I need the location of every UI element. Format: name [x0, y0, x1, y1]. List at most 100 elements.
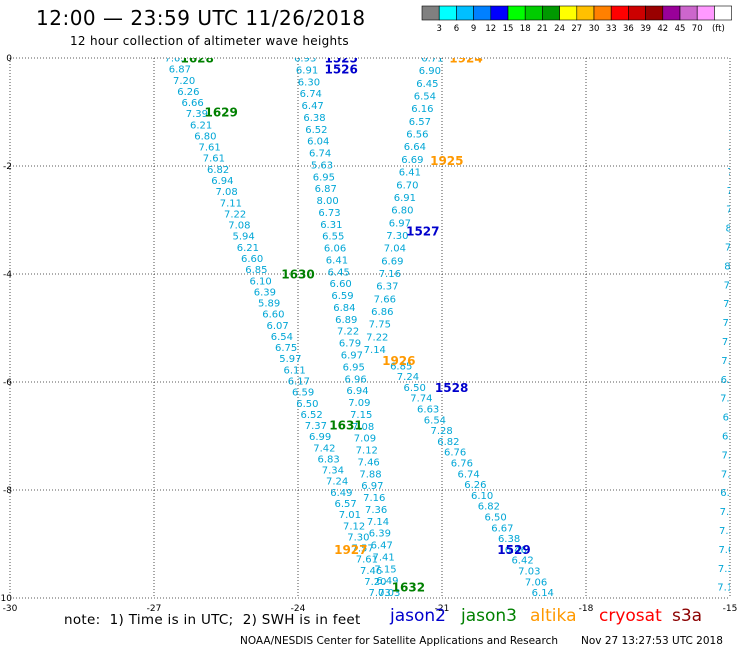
wave-height-value: 6.91 [394, 193, 416, 204]
colorbar-label: 3 [436, 24, 441, 34]
footer-credit: NOAA/NESDIS Center for Satellite Applica… [240, 635, 558, 647]
x-tick-label: -18 [579, 604, 594, 614]
colorbar-swatch [473, 5, 492, 21]
wave-height-value: 6.70 [396, 180, 418, 191]
legend-s3a: s3a [672, 606, 703, 626]
wave-height-value: 7.75 [369, 320, 391, 331]
wave-height-value: 6.96 [344, 374, 366, 385]
chart-title: 12:00 — 23:59 UTC 11/26/2018 [36, 6, 366, 30]
colorbar-label: 15 [503, 24, 514, 34]
axes: -30 -27 -24 -21 -18 -15 0 -2 -4 -6 -8 -10 [0, 54, 737, 614]
wave-height-value: 6.31 [320, 220, 342, 231]
wave-height-value: 7.16 [379, 269, 401, 280]
wave-height-value: 6.94 [346, 386, 368, 397]
wave-height-value: 6.26 [177, 87, 199, 98]
y-tick-label: -8 [3, 486, 12, 496]
wave-height-value: 7.1 [721, 469, 737, 480]
wave-height-value: 6.87 [315, 184, 337, 195]
wave-height-value: 7.61 [356, 555, 378, 566]
wave-height-value: 6.10 [471, 491, 493, 502]
track-label: 1924 [449, 52, 482, 66]
wave-height-value: 7.24 [326, 477, 348, 488]
colorbar-swatch [507, 5, 526, 21]
wave-height-value: 7.15 [374, 564, 396, 575]
wave-height-value: 7.39 [186, 109, 208, 120]
wave-height-value: 7.37 [305, 421, 327, 432]
legend-jason2: jason2 [390, 606, 446, 626]
wave-height-value: 7.36 [365, 505, 387, 516]
wave-height-value: 7.07 [728, 129, 740, 140]
wave-height-value: 6.06 [324, 244, 346, 255]
wave-height-value: 6.83 [317, 454, 339, 465]
colorbar-swatch [421, 5, 440, 21]
wave-height-value: 6.50 [404, 383, 426, 394]
wave-height-value: 6.79 [339, 339, 361, 350]
wave-height-value: 6.57 [334, 499, 356, 510]
colorbar-swatch [696, 5, 715, 21]
wave-height-value: 7.34 [322, 466, 344, 477]
wave-height-value: 6.74 [457, 469, 479, 480]
wave-height-value: 7.0 [718, 545, 734, 556]
colorbar-label: 27 [571, 24, 582, 34]
wave-height-value: 6.84 [333, 303, 355, 314]
wave-height-value: 7.12 [343, 521, 365, 532]
wave-height-value: 7.3 [719, 526, 735, 537]
grid [9, 57, 731, 599]
wave-height-value: 6.69 [381, 256, 403, 267]
wave-height-value: 7.42 [313, 443, 335, 454]
wave-height-value: 6.95 [721, 375, 740, 386]
wave-height-value: 6.11 [283, 365, 305, 376]
colorbar-label: 6 [454, 24, 459, 34]
wave-height-value: 6.80 [391, 206, 413, 217]
wave-height-value: 6.07 [266, 321, 288, 332]
wave-height-value: 7.14 [367, 517, 389, 528]
track-label: 1925 [430, 154, 463, 168]
wave-height-value: 7.61 [203, 154, 225, 165]
track-label: 1630 [281, 268, 314, 282]
colorbar-swatch [679, 5, 698, 21]
wave-height-value: 7.09 [348, 398, 370, 409]
colorbar-swatch [662, 5, 681, 21]
wave-height-value: 6.55 [322, 232, 344, 243]
wave-height-value: 6.52 [300, 410, 322, 421]
footer-note: note: 1) Time is in UTC; 2) SWH is in fe… [64, 612, 361, 628]
track-label: 1632 [392, 581, 425, 595]
wave-height-value: 6.42 [511, 556, 533, 567]
wave-height-value: 6.30 [298, 77, 320, 88]
footer-timestamp: Nov 27 13:27:53 UTC 2018 [581, 635, 723, 647]
colorbar-label: 42 [657, 24, 668, 34]
wave-height-value: 6.67 [491, 523, 513, 534]
wave-height-value: 6.76 [444, 448, 466, 459]
colorbar-label: 33 [606, 24, 617, 34]
wave-height-value: 6.21 [237, 243, 259, 254]
wave-height-value: 6.38 [498, 534, 520, 545]
wave-height-value: 6.76 [451, 459, 473, 470]
wave-height-value: 7.79 [725, 243, 740, 254]
wave-height-value: 7.57 [351, 544, 373, 555]
wave-height-value: 6.46 [505, 545, 527, 556]
wave-height-value: 6.97 [361, 481, 383, 492]
wave-height-value: 6.99 [309, 432, 331, 443]
wave-height-value: 7.08 [228, 221, 250, 232]
wave-height-value: 7.29 [727, 186, 740, 197]
wave-height-value: 6.54 [414, 92, 436, 103]
wave-height-value: 6.97 [341, 351, 363, 362]
y-tick-label: -6 [3, 378, 12, 388]
legend-jason3: jason3 [461, 606, 517, 626]
colorbar-swatch [524, 5, 543, 21]
wave-height-value: 6.60 [241, 254, 263, 265]
colorbar-swatch [714, 5, 732, 21]
wave-height-value: 7.69 [726, 205, 740, 216]
wave-height-value: 6.47 [302, 101, 324, 112]
colorbar-label: 45 [675, 24, 686, 34]
wave-height-value: 6.92 [730, 91, 740, 102]
colorbar-label: 18 [520, 24, 531, 34]
wave-height-value: 6.49 [330, 488, 352, 499]
wave-height-value: 6.45 [328, 267, 350, 278]
wave-height-value: 6.85 [245, 265, 267, 276]
wave-height-value: 6.60 [330, 279, 352, 290]
wave-height-value: 6.75 [275, 343, 297, 354]
wave-height-value: 6.41 [399, 168, 421, 179]
track-label: 1926 [382, 354, 415, 368]
